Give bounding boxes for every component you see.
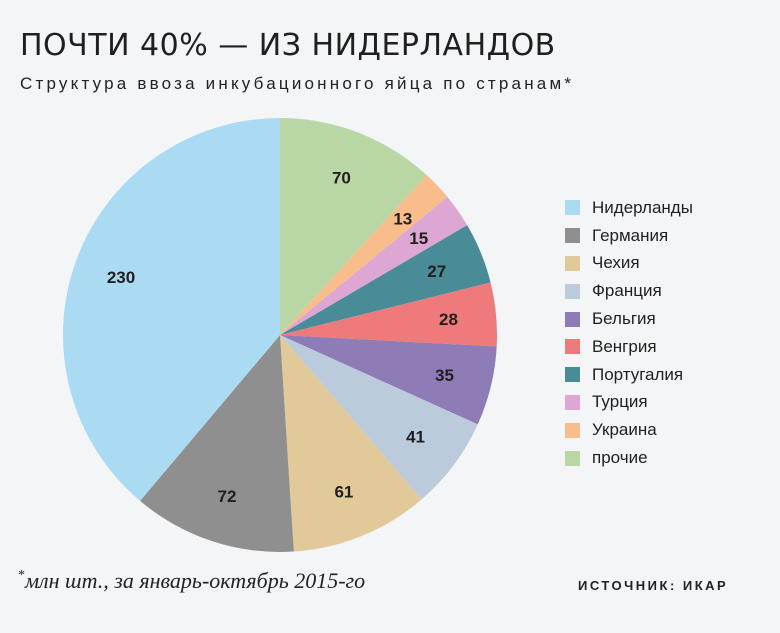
pie-slice-10	[63, 118, 281, 501]
slice-value-label: 28	[439, 310, 458, 329]
legend-item: Венгрия	[565, 333, 693, 361]
legend-label: прочие	[592, 448, 648, 468]
slice-value-label: 35	[435, 366, 454, 385]
legend-label: Чехия	[592, 253, 640, 273]
legend-swatch	[565, 200, 580, 216]
legend-label: Франция	[592, 281, 662, 301]
legend-label: Венгрия	[592, 336, 657, 356]
legend-item: Украина	[565, 416, 693, 444]
legend-swatch	[565, 255, 580, 271]
legend-swatch	[565, 422, 580, 438]
pie-slice-4	[280, 225, 491, 335]
slice-value-label: 230	[107, 268, 135, 287]
slice-value-label: 13	[393, 210, 412, 229]
pie-slice-8	[280, 335, 422, 552]
pie-slice-1	[280, 118, 427, 335]
legend-swatch	[565, 339, 580, 355]
slice-value-label: 61	[334, 483, 353, 502]
legend-item: Турция	[565, 389, 693, 417]
chart-legend: Нидерланды Германия Чехия Франция Бельгия Вен…	[565, 194, 693, 472]
legend-label: Португалия	[592, 364, 684, 384]
legend-swatch	[565, 283, 580, 299]
legend-item: Чехия	[565, 250, 693, 278]
pie-slice-2	[280, 175, 448, 335]
legend-item: прочие	[565, 444, 693, 472]
legend-label: Нидерланды	[592, 197, 693, 217]
legend-swatch	[565, 311, 580, 327]
legend-label: Украина	[592, 420, 657, 440]
pie-slice-5	[280, 282, 497, 347]
legend-item: Бельгия	[565, 305, 693, 333]
footnote-text: млн шт., за январь-октябрь 2015-го	[25, 568, 366, 593]
source-credit: ИСТОЧНИК: ИКАР	[578, 578, 729, 593]
legend-label: Турция	[592, 392, 648, 412]
legend-swatch	[565, 228, 580, 244]
legend-label: Бельгия	[592, 309, 656, 329]
slice-value-label: 27	[427, 262, 446, 281]
legend-item: Франция	[565, 277, 693, 305]
legend-swatch	[565, 450, 580, 466]
legend-item: Германия	[565, 222, 693, 250]
legend-item: Португалия	[565, 361, 693, 389]
slice-value-label: 41	[406, 427, 425, 446]
chart-title: ПОЧТИ 40% — ИЗ НИДЕРЛАНДОВ	[20, 28, 556, 63]
pie-slice-9	[140, 335, 294, 552]
legend-label: Германия	[592, 225, 669, 245]
pie-slice-3	[280, 196, 468, 335]
pie-slice-6	[280, 335, 497, 425]
slice-value-label: 72	[218, 487, 237, 506]
footnote: *млн шт., за январь-октябрь 2015-го	[18, 568, 365, 594]
legend-item: Нидерланды	[565, 194, 693, 222]
chart-subtitle: Структура ввоза инкубационного яйца по с…	[20, 74, 575, 93]
legend-swatch	[565, 394, 580, 410]
pie-slices	[63, 118, 497, 552]
pie-slice-7	[280, 335, 478, 500]
slice-value-label: 70	[332, 168, 351, 187]
slice-value-label: 15	[409, 229, 428, 248]
footnote-asterisk: *	[18, 568, 25, 583]
legend-swatch	[565, 367, 580, 383]
